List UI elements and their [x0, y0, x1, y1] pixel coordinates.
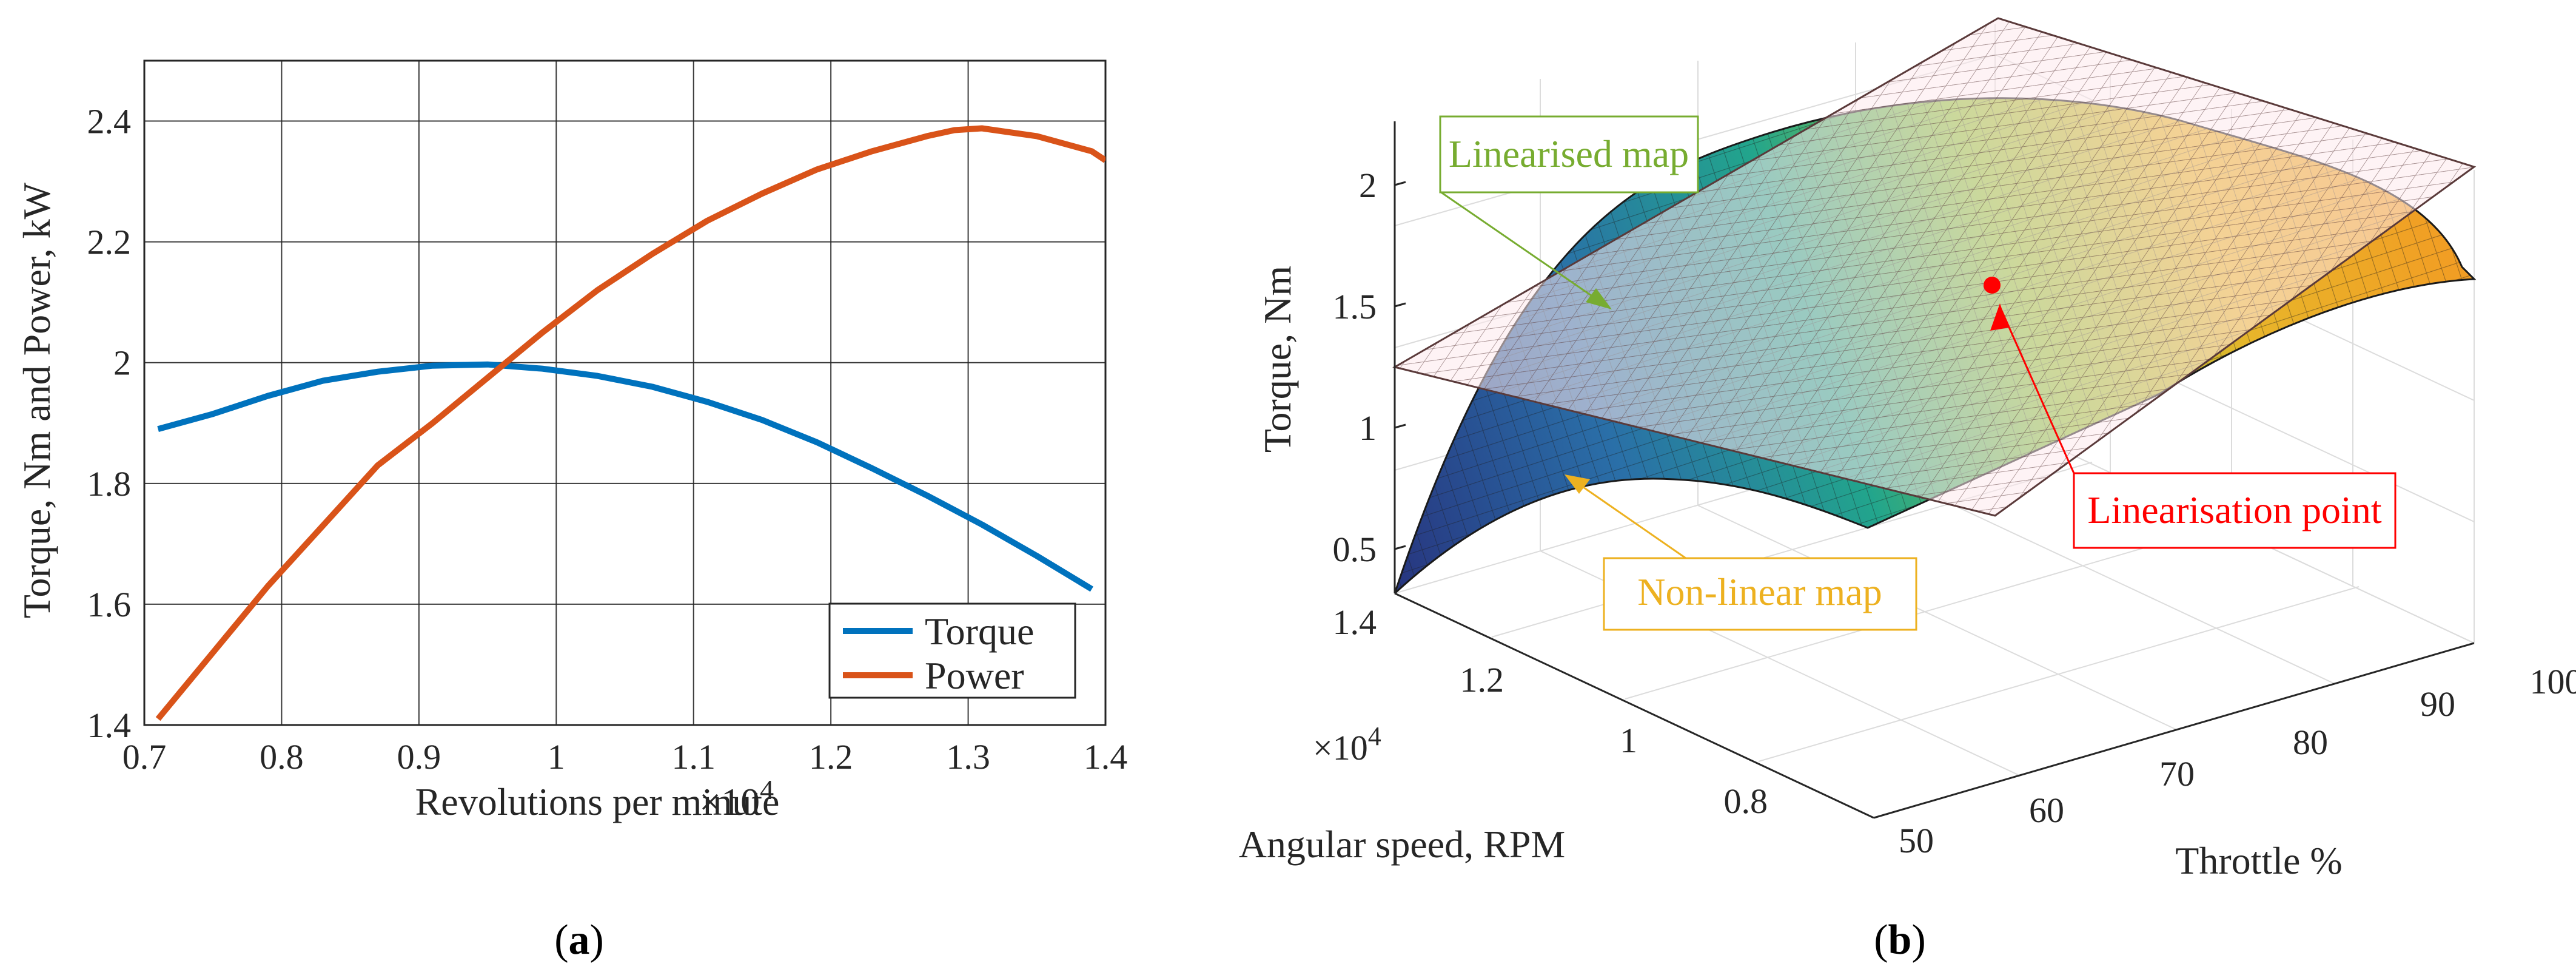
- x-tick-label-a: 0.9: [397, 737, 441, 777]
- z-tick-label-b: 2: [1359, 166, 1377, 205]
- caption-a: (a): [554, 917, 604, 963]
- y-tick-label-a: 1.8: [87, 464, 132, 504]
- linearisation-point-marker: [1984, 277, 2001, 294]
- arrowhead-point-icon: [1990, 303, 2008, 331]
- series-line-torque: [157, 361, 1093, 592]
- x-tick-label-b: 100: [2530, 662, 2576, 701]
- legend-a: Torque Power: [828, 602, 1076, 699]
- annotation-box-point: [2073, 472, 2397, 549]
- series-line-power: [155, 125, 1105, 721]
- z-tick-label-b: 0.5: [1333, 530, 1377, 569]
- annotation-label-linearised: Linearised map: [1449, 132, 1689, 175]
- x-tick-label-a: 1: [548, 737, 565, 777]
- y-axis-label-b: Angular speed, RPM: [1239, 823, 1566, 866]
- x-multiplier-a: ×104: [699, 774, 774, 823]
- annotation-arrow-linearised: [1440, 191, 1602, 303]
- axes-b: [1394, 121, 2475, 819]
- y-multiplier-b: ×104: [1313, 721, 1381, 767]
- panel-b-surface-chart: Linearised map Linearisation point Non-l…: [1239, 17, 2576, 963]
- x-tick-label-a: 1.2: [809, 737, 853, 777]
- arrowhead-nonlinear-icon: [1565, 474, 1590, 494]
- x-tick-label-b: 80: [2293, 723, 2328, 762]
- z-axis-label-b: Torque, Nm: [1256, 266, 1299, 453]
- x-tick-label-a: 1.1: [671, 737, 716, 777]
- legend-label-torque: Torque: [925, 610, 1034, 653]
- ticks-a: 0.7 0.8 0.9 1 1.1 1.2 1.3 1.4 1.4 1.6 1.8 2 2.2 2.4: [87, 102, 1128, 777]
- annotation-box-nonlinear: [1603, 557, 1917, 631]
- legend-box-a: [828, 602, 1076, 699]
- x-axis-label-b: Throttle %: [2175, 839, 2342, 882]
- annotation-label-nonlinear: Non-linear map: [1637, 570, 1882, 613]
- y-tick-label-a: 2.4: [87, 102, 132, 141]
- series-group-a: [155, 125, 1105, 721]
- panel-a-line-chart: 0.7 0.8 0.9 1 1.1 1.2 1.3 1.4 1.4 1.6 1.8 2 2.2 2.4 R…: [15, 59, 1128, 963]
- x-tick-label-b: 70: [2159, 754, 2195, 794]
- x-tick-label-b: 90: [2420, 684, 2455, 724]
- annotation-nonlinear-map: Non-linear map: [1565, 474, 1917, 631]
- y-tick-label-b: 1.2: [1460, 660, 1504, 700]
- z-tick-mark: [1394, 181, 1406, 186]
- ticks-b: 0.5 1 1.5 2 1.4 1.2 1 0.8 50 60 70 80 90 100: [1333, 166, 2576, 860]
- y-tick-label-a: 1.6: [87, 585, 132, 624]
- y-tick-label-a: 2: [113, 343, 131, 383]
- annotation-linearisation-point: Linearisation point: [1990, 303, 2397, 549]
- z-tick-label-b: 1.5: [1333, 287, 1377, 326]
- x-tick-label-a: 1.3: [946, 737, 990, 777]
- x-tick-label-a: 0.7: [122, 737, 167, 777]
- y-tick-label-a: 2.2: [87, 223, 132, 262]
- annotation-arrow-nonlinear: [1573, 479, 1686, 559]
- x-tick-label-b: 50: [1899, 821, 1934, 860]
- z-tick-label-b: 1: [1359, 408, 1377, 448]
- x-axis-label-a: Revolutions per minute: [415, 780, 780, 823]
- x-tick-label-a: 0.8: [260, 737, 304, 777]
- caption-b: (b): [1874, 917, 1926, 963]
- annotation-label-point: Linearisation point: [2087, 488, 2381, 531]
- legend-label-power: Power: [925, 654, 1024, 697]
- y-tick-label-b: 1: [1620, 721, 1637, 760]
- annotation-linearised-map: Linearised map: [1439, 115, 1699, 309]
- linearised-plane: [1392, 17, 2477, 517]
- z-tick-mark: [1394, 423, 1406, 429]
- y-tick-label-b: 0.8: [1724, 781, 1768, 821]
- y-axis-label-a: Torque, Nm and Power, kW: [15, 182, 58, 618]
- annotation-arrow-point: [2000, 309, 2075, 474]
- z-tick-mark: [1394, 302, 1406, 308]
- y-tick-label-b: 1.4: [1333, 602, 1377, 642]
- arrowhead-linearised-icon: [1586, 288, 1612, 309]
- y-tick-label-a: 1.4: [87, 706, 132, 745]
- x-tick-label-a: 1.4: [1084, 737, 1128, 777]
- x-tick-label-b: 60: [2029, 791, 2064, 830]
- annotation-box-linearised: [1439, 115, 1699, 194]
- z-tick-mark: [1394, 545, 1406, 550]
